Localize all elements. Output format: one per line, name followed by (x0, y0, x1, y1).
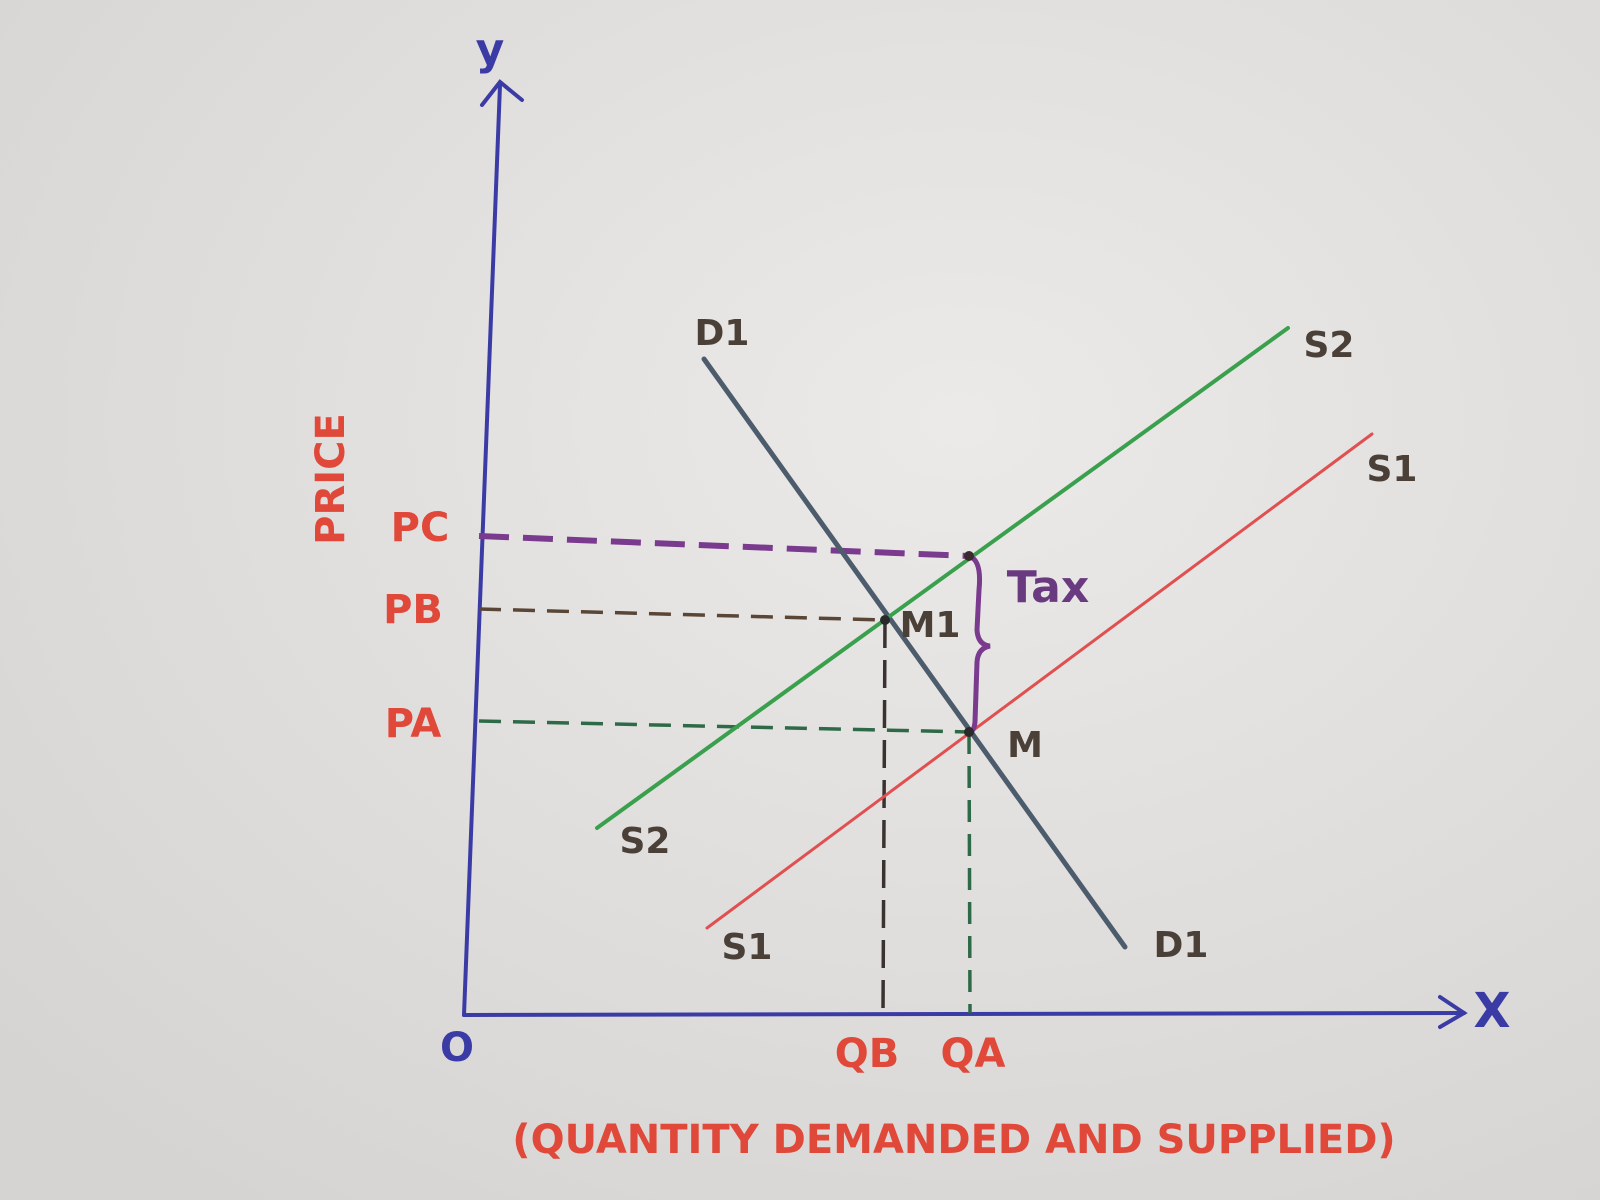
x-axis-label: X (1473, 983, 1510, 1039)
x-title: (QUANTITY DEMANDED AND SUPPLIED) (512, 1117, 1395, 1163)
supply-curve-1 (705, 432, 1374, 930)
pa-dash (478, 719, 970, 734)
x-arrow (1438, 995, 1468, 1029)
curve-label: S1 (722, 927, 773, 968)
curve-label: S2 (620, 821, 671, 862)
demand-curve (701, 356, 1128, 950)
qa-dash (967, 731, 972, 1014)
x-axis (462, 1011, 1466, 1017)
axes (462, 79, 1468, 1029)
curve-label: D1 (695, 313, 750, 354)
tax-label: Tax (1007, 562, 1089, 613)
supply-curve-2 (595, 326, 1290, 830)
y-axis-label: y (476, 24, 505, 75)
m-point (964, 727, 974, 737)
qb-dash (881, 619, 887, 1014)
y-arrow (480, 79, 524, 107)
pc-point (964, 551, 974, 561)
y-title: PRICE (308, 413, 354, 545)
tax-bracket (967, 553, 991, 735)
price-label: PB (383, 587, 443, 633)
point-label: M1 (900, 605, 961, 646)
quantity-label: QB (835, 1031, 900, 1077)
price-label: PA (385, 701, 442, 747)
point-label: M (1007, 725, 1043, 766)
price-label: PC (391, 505, 450, 551)
pc-dash (478, 533, 970, 559)
curve-label: D1 (1154, 925, 1209, 966)
m1-point (880, 615, 890, 625)
origin-label: O (440, 1025, 474, 1071)
curve-label: S2 (1304, 325, 1355, 366)
curve-label: S1 (1367, 449, 1418, 490)
quantity-label: QA (941, 1031, 1006, 1077)
y-axis (462, 83, 502, 1017)
